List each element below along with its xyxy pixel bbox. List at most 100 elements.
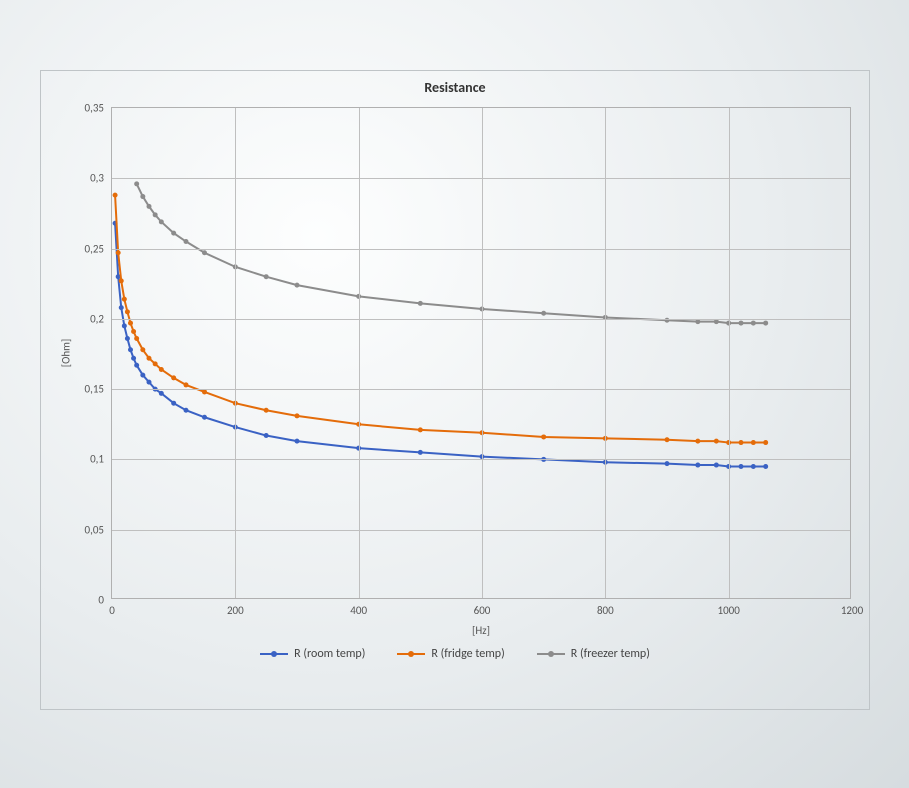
grid-line-horizontal	[112, 178, 850, 179]
series-marker	[134, 363, 139, 368]
x-tick-label: 1000	[718, 604, 740, 617]
series-marker	[171, 375, 176, 380]
grid-line-vertical	[729, 108, 730, 598]
legend-item: R (freezer temp)	[537, 647, 650, 661]
series-marker	[695, 319, 700, 324]
series-marker	[159, 367, 164, 372]
grid-line-vertical	[235, 108, 236, 598]
series-marker	[295, 283, 300, 288]
x-axis-label: [Hz]	[112, 624, 850, 637]
series-line	[137, 184, 766, 323]
series-marker	[739, 440, 744, 445]
grid-line-horizontal	[112, 319, 850, 320]
series-marker	[184, 408, 189, 413]
series-marker	[119, 305, 124, 310]
y-tick-label: 0,2	[90, 312, 104, 325]
grid-line-horizontal	[112, 530, 850, 531]
y-axis-label: [Ohm]	[60, 339, 73, 368]
series-marker	[418, 450, 423, 455]
legend-swatch	[537, 648, 565, 660]
y-tick-label: 0	[98, 594, 104, 607]
grid-line-horizontal	[112, 249, 850, 250]
series-marker	[295, 413, 300, 418]
series-marker	[128, 347, 133, 352]
series-marker	[202, 250, 207, 255]
legend-item: R (fridge temp)	[397, 647, 504, 661]
x-tick-label: 400	[350, 604, 367, 617]
series-marker	[147, 380, 152, 385]
chart-legend: R (room temp) R (fridge temp) R (freezer t…	[41, 647, 869, 661]
x-tick-label: 0	[109, 604, 115, 617]
plot-area: [Ohm] [Hz] 02004006008001000120000,050,1…	[111, 107, 851, 599]
series-marker	[131, 329, 136, 334]
series-marker	[541, 434, 546, 439]
series-marker	[695, 463, 700, 468]
grid-line-vertical	[605, 108, 606, 598]
series-marker	[125, 336, 130, 341]
series-marker	[153, 212, 158, 217]
y-tick-label: 0,35	[85, 102, 104, 115]
series-marker	[131, 356, 136, 361]
series-marker	[714, 463, 719, 468]
series-marker	[763, 321, 768, 326]
series-marker	[171, 231, 176, 236]
series-marker	[116, 250, 121, 255]
y-tick-label: 0,25	[85, 242, 104, 255]
series-marker	[140, 373, 145, 378]
grid-line-vertical	[482, 108, 483, 598]
series-marker	[665, 461, 670, 466]
series-marker	[134, 181, 139, 186]
series-marker	[159, 219, 164, 224]
series-marker	[128, 321, 133, 326]
series-marker	[541, 311, 546, 316]
series-marker	[763, 464, 768, 469]
series-marker	[159, 391, 164, 396]
series-marker	[202, 415, 207, 420]
grid-line-horizontal	[112, 459, 850, 460]
series-marker	[418, 427, 423, 432]
legend-label: R (freezer temp)	[571, 647, 650, 661]
series-marker	[134, 336, 139, 341]
chart-title: Resistance	[41, 79, 869, 96]
legend-label: R (room temp)	[294, 647, 365, 661]
series-marker	[147, 204, 152, 209]
series-marker	[264, 408, 269, 413]
series-marker	[665, 437, 670, 442]
series-marker	[122, 323, 127, 328]
series-marker	[751, 464, 756, 469]
series-marker	[418, 301, 423, 306]
series-marker	[147, 356, 152, 361]
grid-line-vertical	[359, 108, 360, 598]
x-tick-label: 200	[227, 604, 244, 617]
series-marker	[113, 193, 118, 198]
x-tick-label: 800	[597, 604, 614, 617]
legend-swatch	[260, 648, 288, 660]
series-marker	[695, 439, 700, 444]
series-marker	[171, 401, 176, 406]
series-marker	[153, 361, 158, 366]
series-marker	[763, 440, 768, 445]
chart-frame: Resistance [Ohm] [Hz] 020040060080010001…	[40, 70, 870, 710]
y-tick-label: 0,1	[90, 453, 104, 466]
series-marker	[714, 319, 719, 324]
series-marker	[184, 239, 189, 244]
series-marker	[119, 278, 124, 283]
series-marker	[751, 440, 756, 445]
series-marker	[202, 389, 207, 394]
series-marker	[125, 309, 130, 314]
x-tick-label: 1200	[841, 604, 863, 617]
series-marker	[140, 347, 145, 352]
series-marker	[264, 274, 269, 279]
series-marker	[751, 321, 756, 326]
series-marker	[122, 297, 127, 302]
legend-item: R (room temp)	[260, 647, 365, 661]
series-marker	[739, 464, 744, 469]
series-marker	[295, 439, 300, 444]
series-marker	[184, 382, 189, 387]
series-marker	[714, 439, 719, 444]
series-marker	[264, 433, 269, 438]
legend-label: R (fridge temp)	[431, 647, 504, 661]
y-tick-label: 0,05	[85, 523, 104, 536]
x-tick-label: 600	[474, 604, 491, 617]
y-tick-label: 0,15	[85, 383, 104, 396]
